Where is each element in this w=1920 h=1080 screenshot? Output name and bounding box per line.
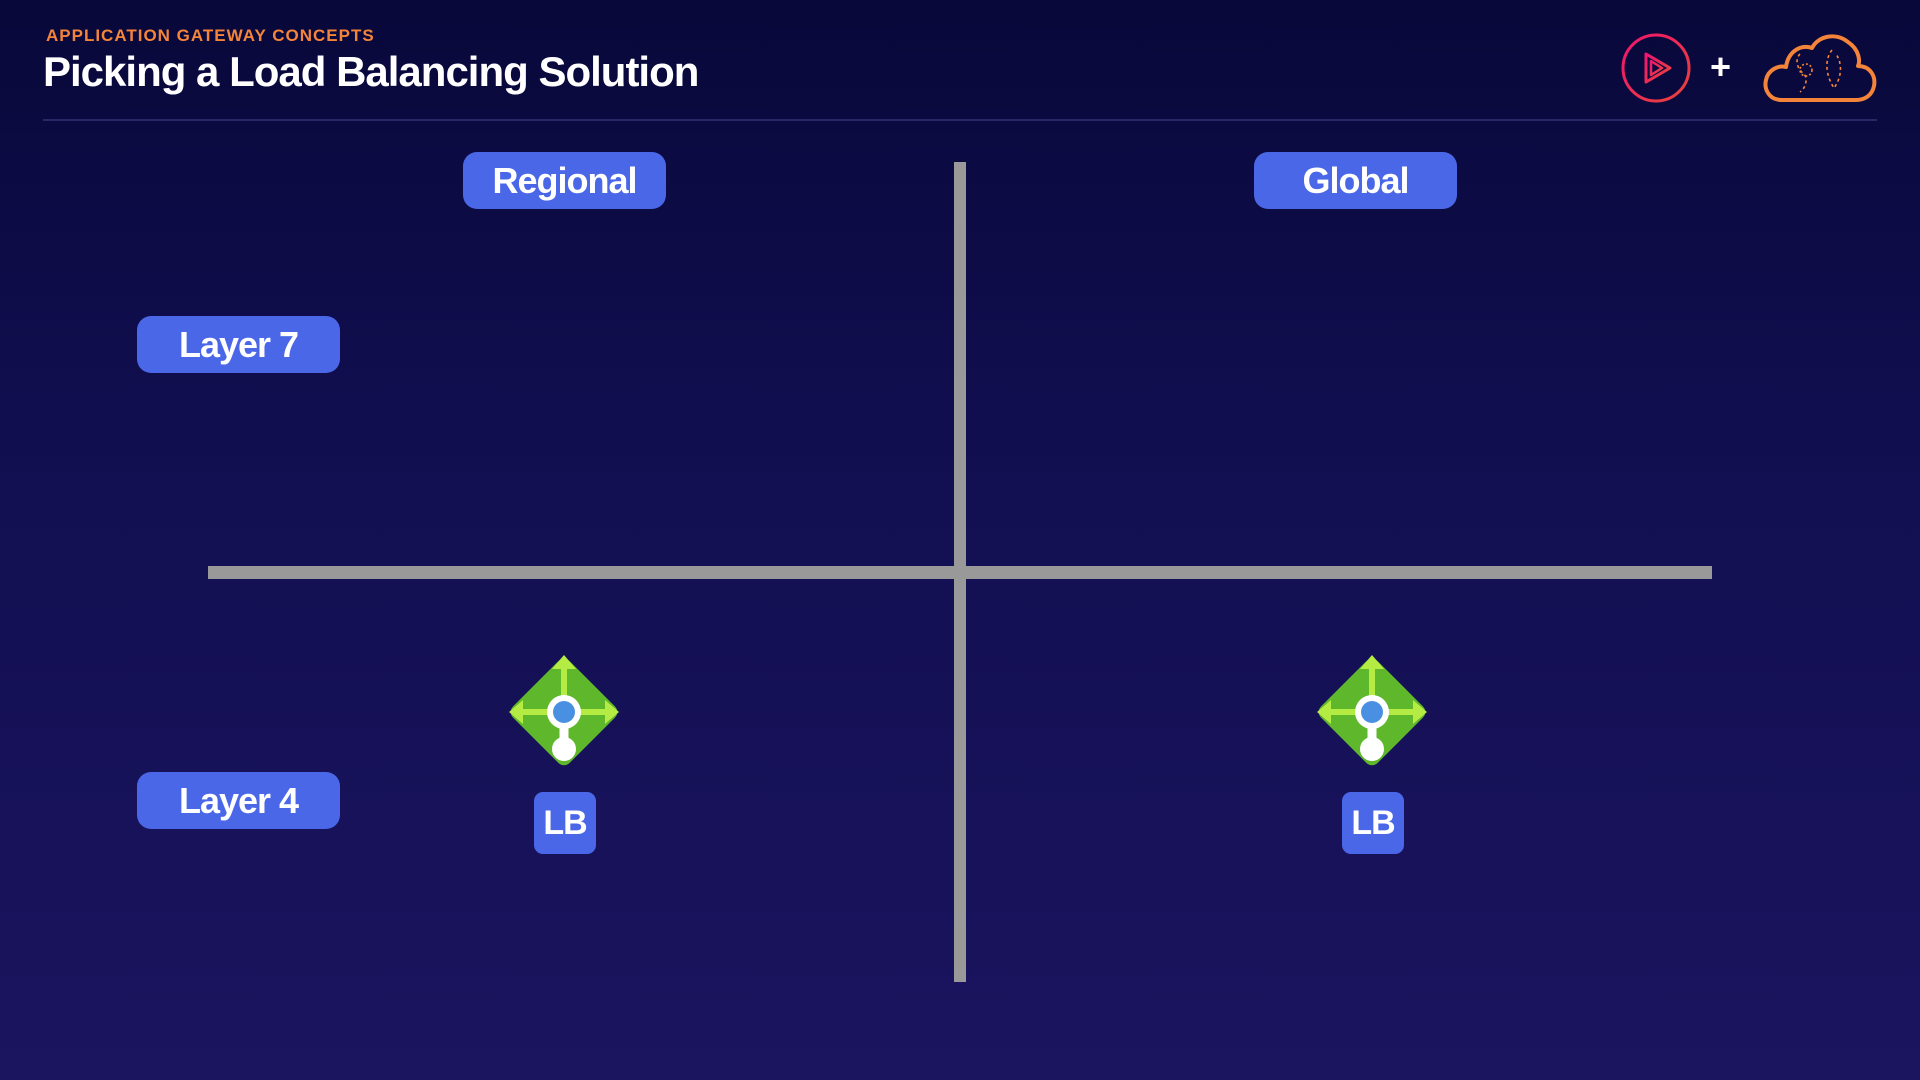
load-balancer-icon	[1317, 655, 1427, 766]
lb-badge-regional: LB	[534, 792, 596, 854]
row-header-layer-4: Layer 4	[137, 772, 340, 829]
row-header-layer-7: Layer 7	[137, 316, 340, 373]
cloud-logo-icon	[1763, 34, 1877, 102]
header-divider	[43, 119, 1877, 121]
plus-sign: +	[1710, 46, 1732, 87]
slide-title: Picking a Load Balancing Solution	[43, 48, 699, 95]
logo-group: +	[1620, 30, 1880, 106]
lb-badge-global: LB	[1342, 792, 1404, 854]
column-header-global: Global	[1254, 152, 1457, 209]
eyebrow-label: APPLICATION GATEWAY CONCEPTS	[46, 26, 375, 45]
load-balancer-icon	[509, 655, 619, 766]
pluralsight-logo-icon	[1621, 33, 1691, 103]
column-header-regional: Regional	[463, 152, 666, 209]
horizontal-axis	[208, 566, 1712, 579]
